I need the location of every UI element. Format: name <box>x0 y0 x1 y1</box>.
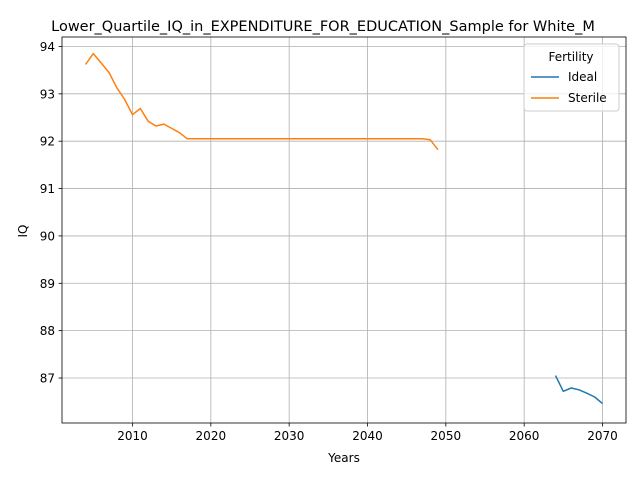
x-tick-label: 2010 <box>117 429 148 443</box>
y-tick-label: 94 <box>40 40 55 54</box>
x-tick-label: 2050 <box>431 429 462 443</box>
y-tick-label: 87 <box>40 372 55 386</box>
x-axis-label: Years <box>327 451 360 465</box>
x-tick-label: 2060 <box>509 429 540 443</box>
series-layer <box>84 52 603 405</box>
x-tick-label: 2030 <box>274 429 305 443</box>
y-axis-label: IQ <box>16 225 30 238</box>
y-tick-label: 93 <box>40 87 55 101</box>
grid <box>62 37 626 423</box>
chart-title: Lower_Quartile_IQ_in_EXPENDITURE_FOR_EDU… <box>51 19 595 35</box>
y-tick-label: 88 <box>40 324 55 338</box>
legend: Fertility Ideal Sterile <box>523 43 620 112</box>
series-line-ideal <box>554 375 603 405</box>
y-tick-label: 92 <box>40 135 55 149</box>
x-tick-label: 2020 <box>196 429 227 443</box>
x-tick-label: 2070 <box>587 429 618 443</box>
y-tick-label: 91 <box>40 182 55 196</box>
x-tick-label: 2040 <box>352 429 383 443</box>
y-axis-ticks: 87 88 89 90 91 92 93 94 <box>40 40 62 386</box>
legend-box <box>523 43 620 112</box>
y-tick-label: 90 <box>40 229 55 243</box>
legend-label-ideal: Ideal <box>568 70 597 84</box>
y-tick-label: 89 <box>40 277 55 291</box>
series-line-sterile <box>84 52 439 151</box>
legend-label-sterile: Sterile <box>568 91 607 105</box>
legend-title: Fertility <box>548 50 593 64</box>
x-axis-ticks: 2010 2020 2030 2040 2050 2060 2070 <box>117 423 618 443</box>
plot-frame <box>61 36 627 424</box>
